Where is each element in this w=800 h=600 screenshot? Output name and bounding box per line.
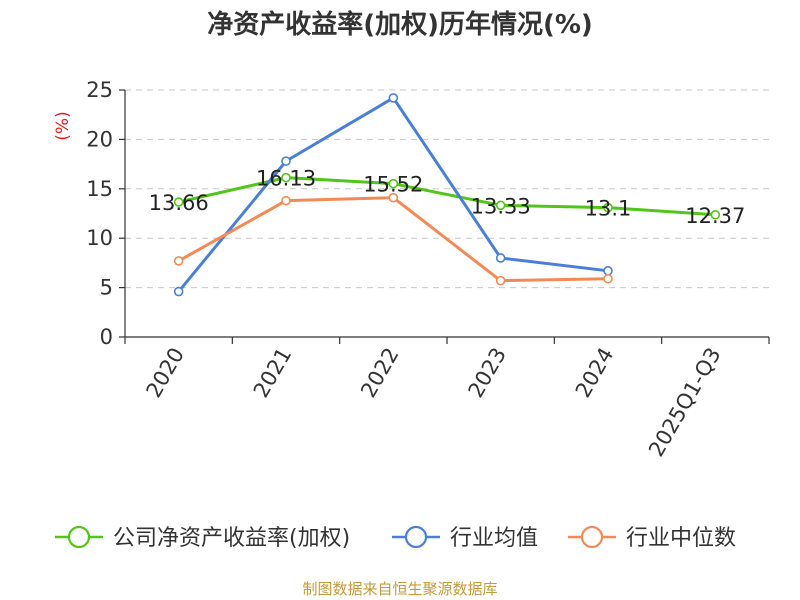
- data-point-2: [388, 192, 399, 203]
- y-axis-label: (%): [53, 111, 73, 140]
- data-label: 13.66: [149, 191, 209, 215]
- legend-marker: [404, 525, 428, 549]
- series-line-2: [177, 196, 609, 283]
- y-tick-label: 20: [86, 127, 113, 151]
- legend-label: 行业均值: [450, 526, 538, 551]
- data-point-0: [710, 209, 721, 220]
- x-tick-label: 2020: [141, 344, 189, 402]
- data-point-0: [495, 200, 506, 211]
- data-point-2: [173, 256, 184, 266]
- legend-marker: [67, 525, 91, 549]
- data-point-2: [495, 275, 506, 286]
- data-label: 16.13: [256, 167, 316, 191]
- data-point-1: [388, 93, 399, 103]
- x-tick-label: 2022: [356, 344, 404, 402]
- data-point-0: [388, 178, 399, 189]
- y-tick-label: 5: [100, 276, 113, 300]
- data-point-2: [281, 195, 291, 206]
- y-tick-label: 0: [100, 325, 113, 349]
- data-point-0: [603, 202, 613, 213]
- data-point-1: [495, 253, 506, 263]
- legend-label: 行业中位数: [626, 526, 736, 551]
- data-label: 15.52: [363, 173, 423, 197]
- data-point-1: [281, 156, 291, 166]
- y-tick-label: 25: [86, 78, 113, 102]
- x-tick-label: 2024: [571, 344, 619, 402]
- data-label: 13.1: [585, 197, 632, 221]
- chart-title: 净资产收益率(加权)历年情况(%): [207, 10, 593, 40]
- data-point-0: [281, 172, 291, 183]
- data-point-2: [603, 273, 613, 284]
- data-point-1: [603, 266, 613, 276]
- data-point-0: [173, 197, 184, 207]
- y-tick-label: 10: [86, 226, 113, 250]
- legend-marker: [580, 525, 604, 549]
- x-tick-label: 2025Q1-Q3: [644, 344, 726, 461]
- x-tick-label: 2021: [249, 344, 297, 402]
- data-label: 13.33: [471, 194, 531, 218]
- x-tick-label: 2023: [463, 344, 511, 402]
- y-tick-label: 15: [86, 177, 113, 201]
- source-note: 制图数据来自恒生聚源数据库: [302, 580, 498, 598]
- data-point-1: [173, 286, 184, 297]
- legend-label: 公司净资产收益率(加权): [113, 526, 350, 551]
- data-label: 12.37: [685, 204, 745, 228]
